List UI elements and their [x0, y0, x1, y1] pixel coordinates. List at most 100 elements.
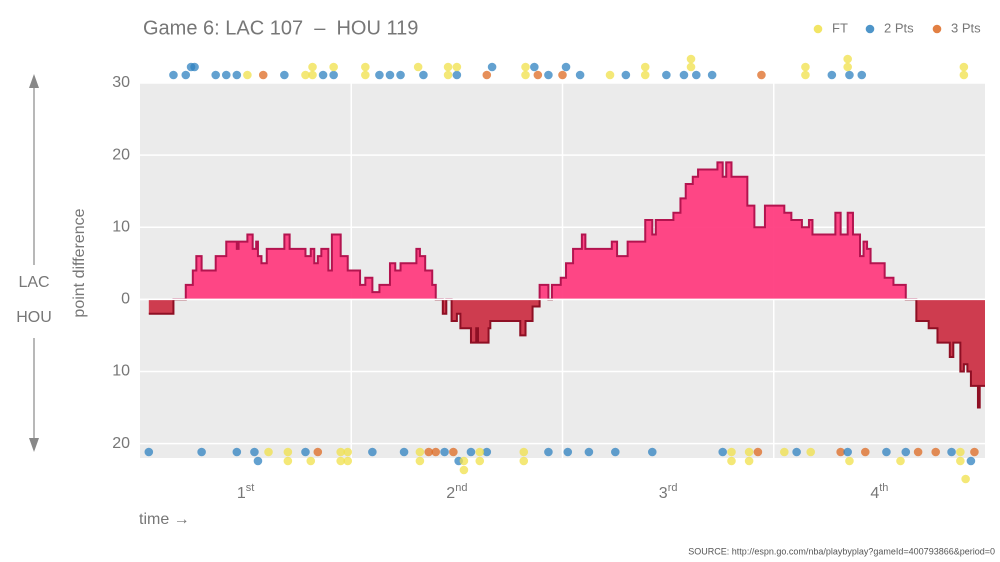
- score-dot: [385, 70, 395, 80]
- score-dot: [415, 447, 425, 457]
- score-dot: [221, 70, 231, 80]
- x-axis-label: time →: [139, 511, 190, 528]
- score-dot: [640, 70, 650, 80]
- score-dot: [250, 447, 259, 457]
- score-dot: [584, 447, 594, 457]
- score-dot: [419, 70, 428, 80]
- score-dot: [313, 447, 323, 457]
- score-dot: [757, 70, 766, 80]
- score-dot: [611, 447, 620, 457]
- score-dot: [843, 62, 852, 72]
- score-dot: [563, 447, 573, 457]
- score-dot: [662, 70, 671, 80]
- score-dot: [459, 465, 469, 475]
- score-dot: [361, 70, 370, 80]
- score-dot: [621, 70, 631, 80]
- score-dot: [361, 62, 370, 72]
- score-dot: [792, 447, 801, 457]
- score-dot: [561, 62, 571, 72]
- legend-label: FT: [832, 20, 848, 35]
- score-dot: [827, 70, 837, 80]
- y-tick-label: 10: [112, 363, 130, 380]
- score-dot: [966, 456, 976, 466]
- score-dot: [399, 447, 409, 457]
- arrow-up-head: [29, 74, 39, 88]
- score-dot: [544, 70, 553, 80]
- score-dot: [836, 447, 845, 457]
- score-dot: [283, 447, 293, 457]
- team-bottom-label: HOU: [16, 309, 52, 326]
- score-dot: [308, 70, 317, 80]
- legend-swatch: [932, 24, 942, 34]
- score-dot: [415, 456, 425, 466]
- score-dot: [343, 447, 353, 457]
- legend-label: 2 Pts: [884, 20, 914, 35]
- score-dot: [605, 70, 615, 80]
- score-dot: [640, 62, 650, 72]
- y-tick-label: 20: [112, 146, 130, 163]
- score-dot: [459, 456, 469, 466]
- score-dot: [753, 447, 763, 457]
- score-dot: [181, 70, 191, 80]
- score-dot: [232, 70, 242, 80]
- score-dot: [336, 456, 345, 466]
- score-dot: [901, 447, 911, 457]
- score-dot: [482, 70, 492, 80]
- score-dot: [801, 62, 810, 72]
- score-dot: [452, 70, 462, 80]
- score-dot: [211, 70, 220, 80]
- score-dot: [647, 447, 657, 457]
- score-dot: [475, 456, 485, 466]
- score-dot: [336, 447, 345, 457]
- score-dot: [308, 62, 317, 72]
- y-tick-label: 0: [121, 291, 130, 308]
- score-dot: [144, 447, 154, 457]
- y-tick-label: 30: [112, 74, 130, 91]
- score-dot: [533, 70, 543, 80]
- score-dot: [845, 70, 854, 80]
- score-dot: [558, 70, 567, 80]
- score-dot: [845, 456, 854, 466]
- score-dot: [947, 447, 956, 457]
- score-dot: [956, 447, 965, 457]
- score-dot: [959, 70, 969, 80]
- score-dot: [744, 456, 754, 466]
- score-dot: [806, 447, 816, 457]
- score-dot: [368, 447, 377, 457]
- score-dot: [413, 62, 423, 72]
- score-dot: [301, 70, 310, 80]
- score-dot: [530, 62, 539, 72]
- score-dot: [396, 70, 405, 80]
- legend-label: 3 Pts: [951, 20, 981, 35]
- legend-swatch: [865, 24, 875, 34]
- y-tick-label: 10: [112, 218, 130, 235]
- score-dot: [519, 456, 529, 466]
- score-dot: [727, 447, 736, 457]
- score-dot: [190, 62, 199, 72]
- score-dot: [544, 447, 553, 457]
- score-dot: [931, 447, 941, 457]
- y-tick-label: 20: [112, 435, 130, 452]
- score-dot: [343, 456, 353, 466]
- score-dot: [306, 456, 316, 466]
- score-dot: [956, 456, 965, 466]
- score-dot: [707, 70, 717, 80]
- score-dot: [521, 62, 530, 72]
- score-dot: [440, 447, 449, 457]
- score-dot: [744, 447, 754, 457]
- score-dot: [896, 456, 905, 466]
- score-dot: [283, 456, 293, 466]
- positive-area-group: [148, 161, 985, 300]
- score-dot: [970, 447, 979, 457]
- score-dot: [679, 70, 689, 80]
- score-dot: [843, 54, 852, 64]
- score-dot: [443, 62, 453, 72]
- score-dot: [882, 447, 891, 457]
- x-tick-label: 4th: [870, 482, 888, 502]
- score-dot: [449, 447, 458, 457]
- step-line: [172, 161, 918, 300]
- score-dot: [243, 70, 252, 80]
- score-dot: [197, 447, 206, 457]
- score-dot: [375, 70, 384, 80]
